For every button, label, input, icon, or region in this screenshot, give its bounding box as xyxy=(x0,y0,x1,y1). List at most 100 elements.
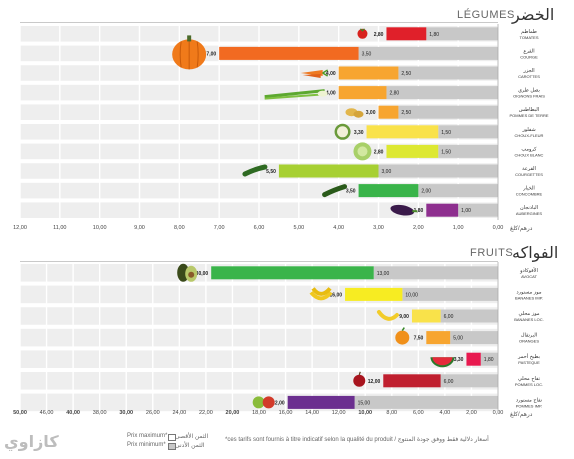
orange-icon xyxy=(395,327,410,345)
tick-label: 46,00 xyxy=(40,410,54,416)
min-price-bar xyxy=(398,105,498,119)
fruits-unit: درهم/كلغ xyxy=(510,412,533,418)
min-price-bar xyxy=(378,164,498,178)
tick-label: 4,00 xyxy=(440,410,451,416)
min-price-bar xyxy=(458,203,498,217)
min-price-label: 15,00 xyxy=(358,400,371,406)
max-price-label: 7,00 xyxy=(206,51,216,57)
max-price-bar xyxy=(338,66,399,80)
category-label-ar: بطيخ أحمر xyxy=(517,353,540,360)
tick-label: 12,00 xyxy=(13,225,27,231)
min-price-bar xyxy=(480,352,498,366)
max-price-label: 16,00 xyxy=(330,292,343,298)
max-price-label: 5,50 xyxy=(266,169,276,175)
tick-label: 6,00 xyxy=(254,225,265,231)
max-price-bar xyxy=(383,374,441,388)
max-price-bar xyxy=(358,184,419,198)
category-label-fr: COURGE xyxy=(520,54,538,59)
category-label-fr: COURGETTES xyxy=(515,172,543,177)
category-label-fr: POMMES DE TERRE xyxy=(509,113,548,118)
legumes-title-fr: LÉGUMES xyxy=(457,9,515,21)
tick-label: 20,00 xyxy=(226,410,240,416)
min-price-bar xyxy=(354,395,498,409)
tomato-icon xyxy=(357,28,368,39)
legend-min-swatch xyxy=(168,443,176,450)
min-price-bar xyxy=(438,144,498,158)
category-label-fr: CHOUX BLANC xyxy=(515,152,544,157)
max-price-bar xyxy=(345,287,403,301)
max-price-bar xyxy=(211,266,374,280)
tick-label: 8,00 xyxy=(386,410,397,416)
legend-max-swatch xyxy=(168,434,176,441)
min-price-label: 2,50 xyxy=(401,71,411,77)
apple-icon xyxy=(353,371,366,387)
category-label-fr: BANANES LOC. xyxy=(514,317,544,322)
max-price-label: 1,80 xyxy=(414,208,424,214)
min-price-label: 2,50 xyxy=(401,110,411,116)
tick-label: 4,00 xyxy=(333,225,344,231)
tick-label: 18,00 xyxy=(252,410,266,416)
max-price-label: 4,00 xyxy=(326,71,336,77)
legumes-title-ar: الخضر xyxy=(512,5,555,24)
category-label-ar: القرع xyxy=(523,48,534,54)
category-label-ar: الخيار xyxy=(522,186,535,192)
category-label-ar: البطاطس xyxy=(519,107,539,113)
category-label-fr: BANANES IMP. xyxy=(515,295,543,300)
fruits-title-fr: FRUITS xyxy=(470,247,514,259)
category-label-ar: القرعة xyxy=(522,166,536,172)
min-price-label: 1,00 xyxy=(461,208,471,214)
max-price-label: 2,80 xyxy=(374,149,384,155)
avocado-icon xyxy=(177,263,198,282)
max-price-label: 30,00 xyxy=(196,271,209,277)
zucchini-icon xyxy=(242,164,268,177)
min-price-bar xyxy=(398,66,498,80)
apples-icon xyxy=(252,396,275,409)
max-price-label: 2,80 xyxy=(374,32,384,38)
category-label-ar: تفاح محلي xyxy=(518,376,541,382)
max-price-label: 22,00 xyxy=(272,400,285,406)
min-price-label: 1,50 xyxy=(441,130,451,136)
tick-label: 10,00 xyxy=(93,225,107,231)
fruits-header-line xyxy=(20,261,498,262)
min-price-bar xyxy=(440,309,498,323)
tick-label: 38,00 xyxy=(93,410,107,416)
legumes-header-line xyxy=(20,22,498,23)
max-price-bar xyxy=(426,331,451,345)
tick-label: 26,00 xyxy=(146,410,160,416)
tick-label: 1,00 xyxy=(453,225,464,231)
category-label-fr: CHOUX-FLEUR xyxy=(515,133,544,138)
min-price-label: 1,80 xyxy=(429,32,439,38)
min-price-bar xyxy=(450,331,498,345)
tick-label: 6,00 xyxy=(413,410,424,416)
tick-label: 30,00 xyxy=(119,410,133,416)
category-label-fr: CONCOMBRE xyxy=(516,192,543,197)
category-label-fr: ORANGES xyxy=(519,339,539,344)
category-label-fr: POMMES LOC. xyxy=(515,382,543,387)
footnote: *ces tarifs sont fournis à titre indicat… xyxy=(225,437,489,443)
min-price-bar xyxy=(438,125,498,139)
max-price-bar xyxy=(338,86,387,100)
max-price-label: 3,30 xyxy=(354,130,364,136)
category-label-ar: الجزر xyxy=(522,68,534,74)
watermark-logo: كازاوي xyxy=(4,434,59,451)
category-label-ar: البرتقال xyxy=(521,333,537,339)
max-price-bar xyxy=(378,105,399,119)
max-price-label: 4,00 xyxy=(326,91,336,97)
min-price-label: 2,80 xyxy=(389,91,399,97)
eggplant-icon xyxy=(390,204,418,216)
tick-label: 2,00 xyxy=(413,225,424,231)
cauliflower-icon xyxy=(334,123,351,140)
tick-label: 5,00 xyxy=(293,225,304,231)
max-price-label: 7,50 xyxy=(414,336,424,342)
min-price-bar xyxy=(418,184,498,198)
max-price-label: 3,00 xyxy=(366,110,376,116)
max-price-bar xyxy=(219,46,359,60)
category-label-fr: CAROTTES xyxy=(518,74,540,79)
tick-label: 16,00 xyxy=(279,410,293,416)
category-label-ar: شفلور xyxy=(521,127,535,133)
min-price-label: 1,50 xyxy=(441,149,451,155)
category-label-ar: موز مستورد xyxy=(516,289,541,295)
category-label-fr: OIGNONS FRAIS xyxy=(513,94,545,99)
min-price-bar xyxy=(402,287,498,301)
category-label-ar: موز محلي xyxy=(519,311,540,317)
